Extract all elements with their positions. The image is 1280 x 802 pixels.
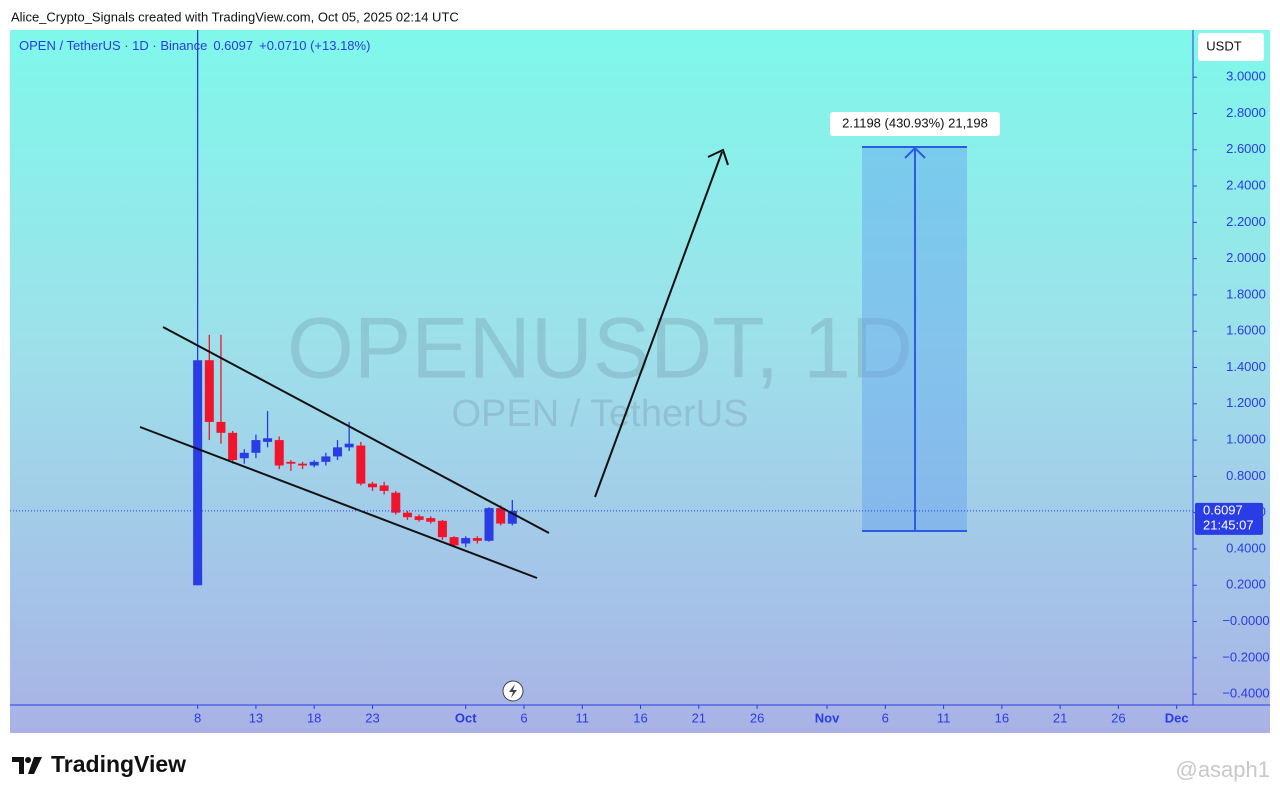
legend: OPEN / TetherUS · 1D · Binance 0.6097 +0.0… (19, 38, 370, 53)
symbol: OPEN / TetherUS · 1D · Binance (19, 38, 207, 53)
candle-body (379, 485, 389, 491)
x-tick-label: 16 (995, 710, 1009, 725)
candle-body (193, 360, 203, 586)
candle-body (472, 538, 482, 541)
arrow (594, 151, 723, 498)
events-icon-bolt (509, 684, 517, 698)
arrow-head (707, 148, 729, 166)
y-tick-label: −0.2000 (1222, 649, 1269, 664)
footer-brand: TradingView (51, 751, 186, 777)
last-price-label: 0.6097 (1203, 502, 1243, 517)
candle-body (367, 483, 377, 488)
y-tick-label: 1.2000 (1226, 395, 1266, 410)
x-tick-label: 11 (937, 710, 951, 725)
trend-line (139, 426, 538, 579)
x-tick-label: 6 (882, 710, 889, 725)
x-tick-label: 13 (249, 710, 263, 725)
candle-body (274, 440, 284, 466)
candle-body (298, 463, 308, 466)
change: +0.0710 (+13.18%) (259, 38, 370, 53)
x-tick-label: Dec (1165, 710, 1189, 725)
candle-body (228, 432, 238, 461)
x-tick-label: 18 (307, 710, 321, 725)
x-tick-label: 21 (692, 710, 706, 725)
candle-body (426, 518, 436, 522)
y-tick-label: 2.0000 (1226, 250, 1266, 265)
price: 0.6097 (213, 38, 253, 53)
trend-line (162, 326, 550, 534)
candle-body (309, 461, 319, 466)
candle-body (333, 447, 343, 457)
y-tick-label: 2.8000 (1226, 105, 1266, 120)
y-tick-label: 3.0000 (1226, 69, 1266, 84)
y-tick-label: 0.4000 (1226, 540, 1266, 555)
candle-body (507, 510, 517, 524)
candle-body (344, 443, 354, 448)
currency: USDT (1206, 38, 1241, 53)
x-tick-label: 26 (1111, 710, 1125, 725)
candle-body (251, 440, 261, 453)
candle-body (286, 461, 296, 464)
x-tick-label: 23 (365, 710, 379, 725)
y-tick-label: 1.6000 (1226, 323, 1266, 338)
x-tick-label: 16 (633, 710, 647, 725)
x-tick-label: 21 (1053, 710, 1067, 725)
candle-body (449, 537, 459, 546)
y-tick-label: −0.4000 (1222, 686, 1269, 701)
y-tick-label: 2.6000 (1226, 141, 1266, 156)
candle-body (484, 508, 494, 541)
attribution: Alice_Crypto_Signals created with Tradin… (11, 9, 459, 24)
candle-body (239, 452, 249, 459)
y-tick-label: 2.2000 (1226, 214, 1266, 229)
candle-body (496, 508, 506, 524)
candle-body (461, 538, 471, 544)
candle-body (402, 512, 412, 518)
y-tick-label: 0.2000 (1226, 577, 1266, 592)
watermark-sub: OPEN / TetherUS (451, 393, 748, 435)
candle-body (204, 360, 214, 422)
y-tick-label: 1.0000 (1226, 432, 1266, 447)
footer-user: @asaph1 (1175, 757, 1270, 782)
y-tick-label: 2.4000 (1226, 177, 1266, 192)
x-tick-label: Oct (455, 710, 477, 725)
candle-body (414, 516, 424, 520)
y-tick-label: 0.8000 (1226, 468, 1266, 483)
measure-label: 2.1198 (430.93%) 21,198 (842, 115, 988, 130)
measure-arrow-head (904, 146, 926, 159)
countdown: 21:45:07 (1203, 517, 1254, 532)
candle-body (391, 492, 401, 513)
x-tick-label: 6 (520, 710, 527, 725)
watermark: OPENUSDT, 1D (287, 301, 913, 397)
currency-box[interactable] (1198, 33, 1264, 61)
chart-background (10, 30, 1270, 733)
candle-body (216, 421, 226, 433)
footer-logo (12, 757, 42, 774)
x-tick-label: 8 (194, 710, 201, 725)
candle-body (356, 445, 366, 484)
plot (193, 30, 517, 586)
x-tick-label: 26 (750, 710, 764, 725)
last-price-box (1195, 502, 1263, 535)
candle-body (321, 456, 331, 462)
y-tick-label: 1.8000 (1226, 286, 1266, 301)
y-tick-label: −0.0000 (1222, 613, 1269, 628)
measure-label-box (830, 112, 1000, 136)
y-tick-label: 1.4000 (1226, 359, 1266, 374)
x-tick-label: 11 (576, 710, 590, 725)
x-tick-label: Nov (815, 710, 840, 725)
candle-body (437, 520, 447, 538)
candle-body (263, 438, 273, 442)
